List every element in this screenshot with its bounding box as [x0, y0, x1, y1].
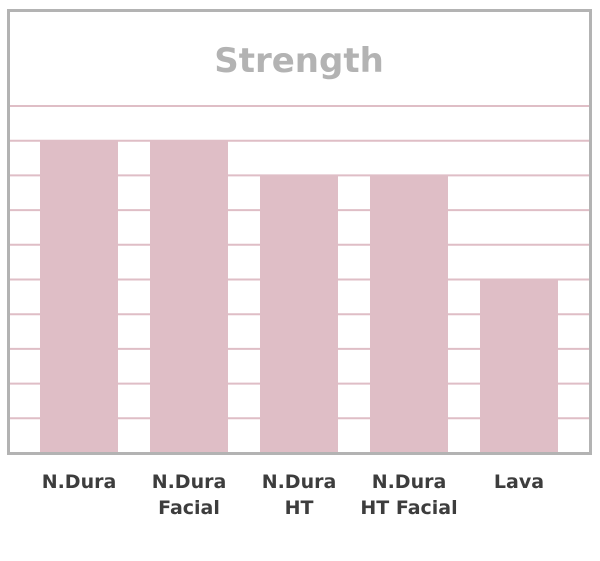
- x-tick-label: N.Dura: [42, 471, 117, 493]
- bar: [150, 140, 228, 453]
- bars: [40, 140, 558, 453]
- bar: [260, 175, 338, 453]
- x-tick-label-line: N.Dura: [152, 471, 227, 493]
- x-tick-label-line: HT Facial: [360, 497, 457, 519]
- x-tick-label-line: N.Dura: [262, 471, 337, 493]
- x-tick-label: N.Dura Facial: [152, 471, 227, 519]
- x-tick-label: N.Dura HT: [262, 471, 337, 519]
- x-tick-label-line: N.Dura: [372, 471, 447, 493]
- x-tick-label: N.Dura HT Facial: [360, 471, 457, 519]
- x-tick-label-line: N.Dura: [42, 471, 117, 493]
- chart-frame: [7, 9, 592, 455]
- bar: [480, 279, 558, 453]
- bar: [370, 175, 448, 453]
- x-tick-label-line: Lava: [494, 471, 544, 493]
- x-tick-label: Lava: [494, 471, 544, 493]
- x-tick-label-line: Facial: [158, 497, 220, 519]
- x-axis-labels: N.Dura N.Dura Facial N.Dura HT N.Dura HT Facia…: [42, 471, 544, 519]
- x-tick-label-line: HT: [285, 497, 314, 519]
- bar: [40, 140, 118, 453]
- chart-title: Strength: [214, 41, 384, 81]
